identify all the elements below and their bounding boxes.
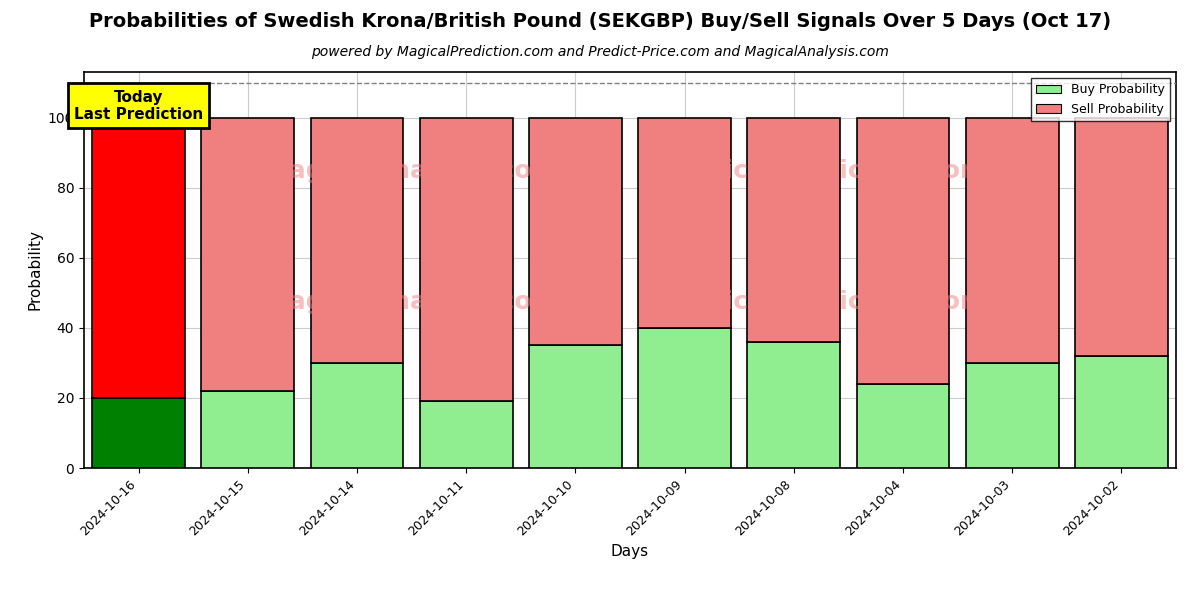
Bar [529, 118, 622, 346]
X-axis label: Days: Days [611, 544, 649, 559]
Text: MagicalPrediction.com: MagicalPrediction.com [666, 290, 988, 314]
Bar [529, 346, 622, 468]
Bar [966, 363, 1058, 468]
Bar [966, 118, 1058, 363]
Bar [748, 342, 840, 468]
Bar [420, 401, 512, 468]
Text: MagicalPrediction.com: MagicalPrediction.com [666, 159, 988, 183]
Y-axis label: Probability: Probability [28, 229, 42, 311]
Bar [748, 118, 840, 342]
Bar [311, 363, 403, 468]
Text: Today
Last Prediction: Today Last Prediction [74, 89, 203, 122]
Bar [92, 118, 185, 398]
Bar [202, 391, 294, 468]
Bar [638, 328, 731, 468]
Text: Probabilities of Swedish Krona/British Pound (SEKGBP) Buy/Sell Signals Over 5 Da: Probabilities of Swedish Krona/British P… [89, 12, 1111, 31]
Bar [857, 118, 949, 384]
Text: MagicalAnalysis.com: MagicalAnalysis.com [265, 290, 558, 314]
Text: powered by MagicalPrediction.com and Predict-Price.com and MagicalAnalysis.com: powered by MagicalPrediction.com and Pre… [311, 45, 889, 59]
Legend: Buy Probability, Sell Probability: Buy Probability, Sell Probability [1031, 78, 1170, 121]
Bar [1075, 118, 1168, 356]
Bar [638, 118, 731, 328]
Bar [420, 118, 512, 401]
Bar [1075, 356, 1168, 468]
Bar [857, 384, 949, 468]
Bar [202, 118, 294, 391]
Text: MagicalAnalysis.com: MagicalAnalysis.com [265, 159, 558, 183]
Bar [311, 118, 403, 363]
Bar [92, 398, 185, 468]
